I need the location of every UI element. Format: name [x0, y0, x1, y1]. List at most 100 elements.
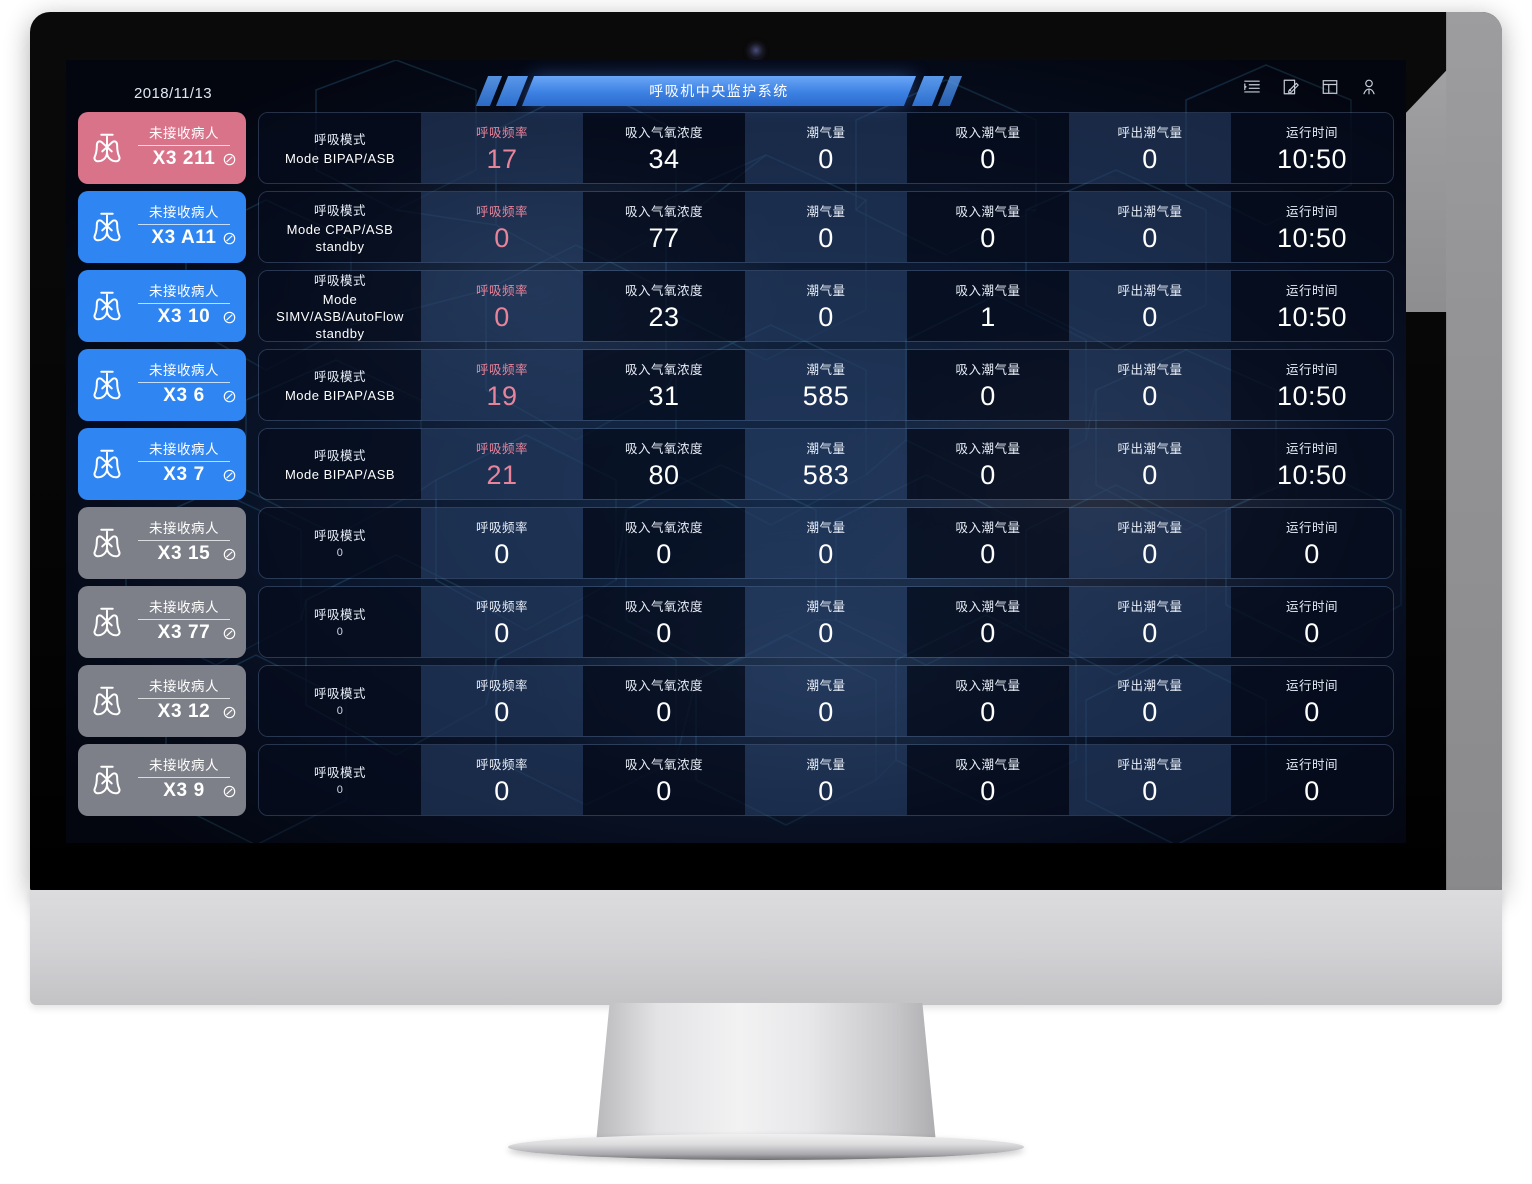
metric-cell-runtime[interactable]: 运行时间 10:50: [1231, 192, 1393, 262]
patient-card[interactable]: 未接收病人 X3 A11: [78, 191, 246, 263]
metric-value-rate: 0: [494, 538, 510, 569]
disconnected-badge-icon[interactable]: [223, 627, 236, 640]
metric-cell-vti[interactable]: 吸入潮气量 0: [907, 350, 1069, 420]
metric-cell-vt[interactable]: 潮气量 0: [745, 271, 907, 341]
disconnected-badge-icon[interactable]: [223, 469, 236, 482]
metric-cell-mode[interactable]: 呼吸模式 Mode BIPAP/ASB: [259, 429, 421, 499]
metric-cell-vte[interactable]: 呼出潮气量 0: [1069, 113, 1231, 183]
metric-cell-fio2[interactable]: 吸入气氧浓度 23: [583, 271, 745, 341]
metric-cell-mode[interactable]: 呼吸模式 0: [259, 587, 421, 657]
metric-cell-vte[interactable]: 呼出潮气量 0: [1069, 508, 1231, 578]
patient-card-text: 未接收病人 X3 9: [126, 756, 238, 804]
metric-cell-mode[interactable]: 呼吸模式 Mode BIPAP/ASB: [259, 350, 421, 420]
disconnected-badge-icon[interactable]: [223, 706, 236, 719]
metric-cell-mode[interactable]: 呼吸模式 0: [259, 745, 421, 815]
metric-cell-vte[interactable]: 呼出潮气量 0: [1069, 429, 1231, 499]
metric-cell-vte[interactable]: 呼出潮气量 0: [1069, 587, 1231, 657]
layout-grid-icon[interactable]: [1321, 78, 1339, 96]
metric-cell-vt[interactable]: 潮气量 0: [745, 113, 907, 183]
metric-cell-vt[interactable]: 潮气量 0: [745, 666, 907, 736]
disconnected-badge-icon[interactable]: [223, 153, 236, 166]
patient-card[interactable]: 未接收病人 X3 9: [78, 744, 246, 816]
metric-cell-rate[interactable]: 呼吸频率 0: [421, 745, 583, 815]
metric-cell-fio2[interactable]: 吸入气氧浓度 80: [583, 429, 745, 499]
metric-cell-runtime[interactable]: 运行时间 10:50: [1231, 350, 1393, 420]
metric-cell-vti[interactable]: 吸入潮气量 0: [907, 429, 1069, 499]
metric-cell-rate[interactable]: 呼吸频率 0: [421, 587, 583, 657]
metric-cell-rate[interactable]: 呼吸频率 21: [421, 429, 583, 499]
metric-cell-rate[interactable]: 呼吸频率 0: [421, 666, 583, 736]
metric-cell-vti[interactable]: 吸入潮气量 0: [907, 745, 1069, 815]
metric-value-rate: 0: [494, 617, 510, 648]
metric-value-vt: 0: [818, 538, 834, 569]
patient-card[interactable]: 未接收病人 X3 211: [78, 112, 246, 184]
metric-cell-vte[interactable]: 呼出潮气量 0: [1069, 350, 1231, 420]
metric-cell-runtime[interactable]: 运行时间 0: [1231, 666, 1393, 736]
metric-cell-runtime[interactable]: 运行时间 10:50: [1231, 429, 1393, 499]
metric-cell-vt[interactable]: 潮气量 0: [745, 192, 907, 262]
edit-note-icon[interactable]: [1282, 78, 1300, 96]
bed-id-label: X3 7: [163, 464, 205, 485]
metric-cell-vt[interactable]: 潮气量 0: [745, 508, 907, 578]
metric-cell-mode[interactable]: 呼吸模式 Mode CPAP/ASB standby: [259, 192, 421, 262]
metric-cell-vti[interactable]: 吸入潮气量 0: [907, 587, 1069, 657]
patient-card[interactable]: 未接收病人 X3 6: [78, 349, 246, 421]
bed-line: X3 6: [130, 383, 238, 409]
disconnected-badge-icon[interactable]: [223, 548, 236, 561]
disconnected-badge-icon[interactable]: [223, 785, 236, 798]
metric-cell-rate[interactable]: 呼吸频率 0: [421, 508, 583, 578]
metric-cells: 呼吸模式 Mode SIMV/ASB/AutoFlow standby 呼吸频率 0 吸…: [258, 270, 1394, 342]
metric-cell-vt[interactable]: 潮气量 0: [745, 745, 907, 815]
metric-cell-mode[interactable]: 呼吸模式 Mode BIPAP/ASB: [259, 113, 421, 183]
metric-cell-mode[interactable]: 呼吸模式 Mode SIMV/ASB/AutoFlow standby: [259, 271, 421, 341]
metric-cell-rate[interactable]: 呼吸频率 0: [421, 192, 583, 262]
metric-cell-vti[interactable]: 吸入潮气量 0: [907, 192, 1069, 262]
disconnected-badge-icon[interactable]: [223, 311, 236, 324]
metric-cell-mode[interactable]: 呼吸模式 0: [259, 666, 421, 736]
metric-cell-rate[interactable]: 呼吸频率 19: [421, 350, 583, 420]
metric-cells: 呼吸模式 0 呼吸频率 0 吸入气氧浓度 0 潮气量 0 吸入潮气量 0 呼出潮气量 0 运行时间 0: [258, 744, 1394, 816]
metric-cell-vti[interactable]: 吸入潮气量 0: [907, 666, 1069, 736]
metric-cell-mode[interactable]: 呼吸模式 0: [259, 508, 421, 578]
metric-cell-runtime[interactable]: 运行时间 0: [1231, 508, 1393, 578]
metric-cell-runtime[interactable]: 运行时间 0: [1231, 745, 1393, 815]
metric-cell-vt[interactable]: 潮气量 583: [745, 429, 907, 499]
metric-cell-fio2[interactable]: 吸入气氧浓度 77: [583, 192, 745, 262]
ventilator-row: 未接收病人 X3 12 呼吸模式 0 呼吸频率 0 吸入气氧浓度 0 潮气量 0 吸入潮气量 0 呼出…: [78, 665, 1394, 737]
metric-cell-rate[interactable]: 呼吸频率 17: [421, 113, 583, 183]
user-account-icon[interactable]: [1360, 78, 1378, 96]
disconnected-badge-icon[interactable]: [223, 390, 236, 403]
metric-cell-vte[interactable]: 呼出潮气量 0: [1069, 192, 1231, 262]
patient-card[interactable]: 未接收病人 X3 77: [78, 586, 246, 658]
metric-cell-rate[interactable]: 呼吸频率 0: [421, 271, 583, 341]
patient-card-text: 未接收病人 X3 10: [126, 282, 238, 330]
metric-cell-fio2[interactable]: 吸入气氧浓度 0: [583, 745, 745, 815]
metric-cell-fio2[interactable]: 吸入气氧浓度 0: [583, 508, 745, 578]
metric-cell-runtime[interactable]: 运行时间 10:50: [1231, 113, 1393, 183]
bed-line: X3 7: [130, 462, 238, 488]
metric-cell-fio2[interactable]: 吸入气氧浓度 0: [583, 666, 745, 736]
monitor-stand-foot: [508, 1134, 1024, 1160]
metric-header-fio2: 吸入气氧浓度: [624, 283, 703, 298]
disconnected-badge-icon[interactable]: [223, 232, 236, 245]
patient-card[interactable]: 未接收病人 X3 15: [78, 507, 246, 579]
metric-cell-runtime[interactable]: 运行时间 0: [1231, 587, 1393, 657]
metric-cell-vte[interactable]: 呼出潮气量 0: [1069, 745, 1231, 815]
metric-cell-vt[interactable]: 潮气量 585: [745, 350, 907, 420]
metric-cell-vti[interactable]: 吸入潮气量 0: [907, 508, 1069, 578]
metric-value-rate: 0: [494, 775, 510, 806]
metric-cell-vti[interactable]: 吸入潮气量 1: [907, 271, 1069, 341]
metric-cell-fio2[interactable]: 吸入气氧浓度 31: [583, 350, 745, 420]
metric-cell-fio2[interactable]: 吸入气氧浓度 0: [583, 587, 745, 657]
patient-card[interactable]: 未接收病人 X3 7: [78, 428, 246, 500]
list-view-icon[interactable]: [1243, 78, 1261, 96]
metric-cell-runtime[interactable]: 运行时间 10:50: [1231, 271, 1393, 341]
metric-cell-vti[interactable]: 吸入潮气量 0: [907, 113, 1069, 183]
metric-cell-vte[interactable]: 呼出潮气量 0: [1069, 666, 1231, 736]
metric-cell-vt[interactable]: 潮气量 0: [745, 587, 907, 657]
patient-card[interactable]: 未接收病人 X3 10: [78, 270, 246, 342]
metric-cell-fio2[interactable]: 吸入气氧浓度 34: [583, 113, 745, 183]
metric-header-runtime: 运行时间: [1285, 757, 1338, 772]
patient-card[interactable]: 未接收病人 X3 12: [78, 665, 246, 737]
metric-cell-vte[interactable]: 呼出潮气量 0: [1069, 271, 1231, 341]
